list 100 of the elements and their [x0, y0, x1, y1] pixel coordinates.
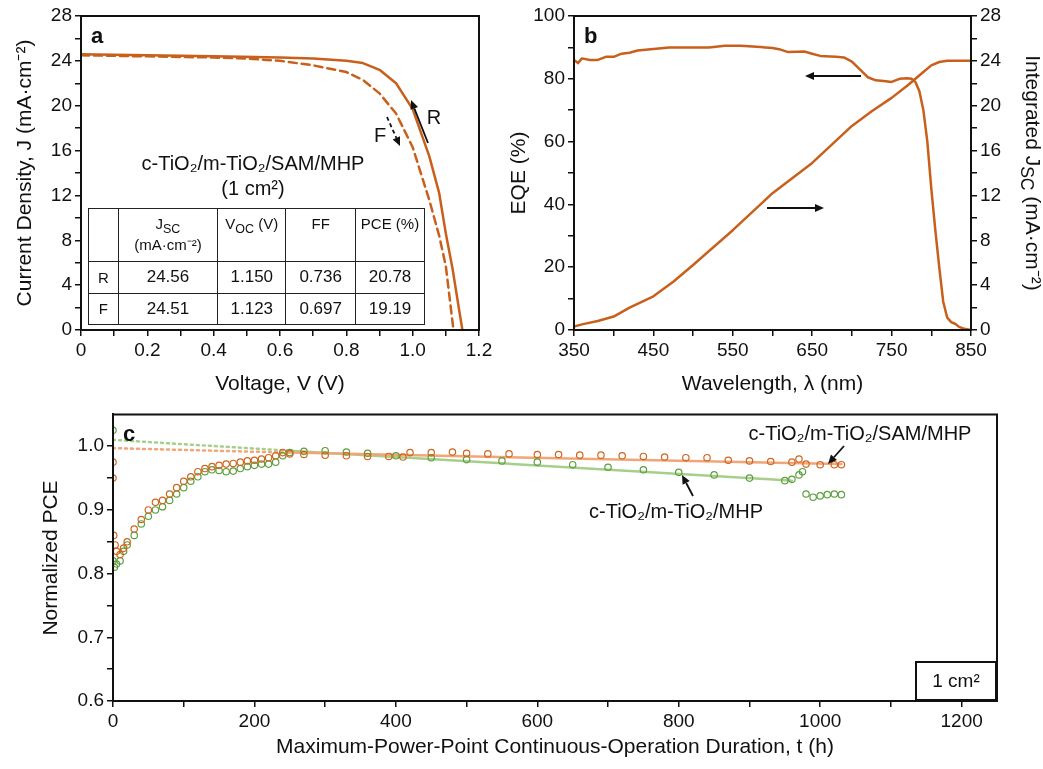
y-tick-label: 12: [50, 183, 72, 205]
point: [271, 458, 280, 466]
point: [674, 468, 683, 477]
point: [745, 474, 754, 482]
x-tick-label: 350: [558, 338, 590, 360]
point: [809, 493, 817, 501]
chart-title: a: [91, 23, 104, 49]
series-label: c-TiO₂/m-TiO₂/MHP: [588, 500, 764, 522]
x-tick-label: 0: [107, 709, 119, 731]
y2-tick-label: 4: [980, 273, 991, 295]
point: [788, 475, 796, 484]
y2-tick-label: 8: [980, 228, 991, 250]
series-label: c-TiO₂/m-TiO₂/SAM/MHP: [748, 422, 972, 444]
y-tick-label: 80: [543, 67, 565, 89]
chart-title: b: [584, 23, 598, 49]
y-tick-label: 0.7: [77, 625, 104, 647]
y-tick-label: 4: [61, 273, 73, 295]
annotation: 0.736: [285, 261, 356, 293]
point: [179, 483, 188, 492]
point: [795, 471, 803, 479]
y-tick-label: 1.0: [77, 434, 104, 456]
x-tick-label: 200: [238, 709, 271, 731]
y2-tick-label: 24: [980, 49, 1002, 71]
annotation: 24.56: [118, 261, 218, 293]
x-tick-label: 0.8: [333, 338, 360, 360]
y-tick-label: 0.8: [77, 561, 104, 583]
y-tick-label: 24: [50, 49, 73, 71]
point: [257, 460, 266, 468]
x-tick-label: 600: [521, 709, 554, 731]
annotation: 1 cm²: [915, 661, 997, 701]
annotation: 1.150: [217, 261, 286, 293]
point: [119, 547, 128, 556]
y-tick-label: 40: [543, 192, 565, 214]
point: [427, 453, 436, 462]
point: [498, 457, 506, 465]
y2-tick-label: 0: [980, 318, 991, 340]
point: [278, 452, 287, 460]
point: [830, 490, 839, 498]
point: [604, 463, 612, 472]
point: [151, 506, 160, 514]
point: [158, 502, 167, 511]
point: [137, 520, 146, 528]
point: [837, 490, 846, 499]
point: [710, 471, 718, 479]
annotation: V$_{OC}$ (V): [224, 215, 280, 237]
annotation: 0.697: [285, 293, 356, 325]
x-tick-label: 0.6: [266, 338, 294, 360]
y-tick-label: 16: [50, 138, 72, 160]
x-tick-label: 400: [380, 709, 412, 731]
annotation: c-TiO₂/m-TiO₂/SAM/MHP: [141, 152, 365, 174]
x-axis-title: Voltage, V (V): [215, 370, 345, 394]
point: [802, 490, 810, 498]
annotation: 20.78: [355, 261, 425, 293]
y-tick-label: 60: [543, 129, 565, 151]
y-tick-label: 0.9: [77, 498, 104, 520]
y2-tick-label: 28: [980, 4, 1002, 26]
x-tick-label: 1.0: [399, 338, 426, 360]
y-tick-label: 0: [554, 318, 565, 340]
chart-title: c: [123, 421, 136, 447]
annotation: PCE (%): [359, 215, 421, 233]
point: [568, 460, 577, 469]
x-tick-label: 0.2: [134, 338, 161, 360]
x-tick-label: 800: [662, 709, 695, 731]
x-tick-label: 0.4: [200, 338, 228, 360]
y-tick-label: 28: [50, 4, 72, 26]
x-tick-label: 1000: [799, 709, 842, 731]
point: [208, 466, 216, 474]
point: [130, 531, 139, 540]
point: [144, 512, 153, 521]
point: [113, 560, 121, 568]
series-label: R: [426, 106, 442, 128]
y-tick-label: 20: [543, 255, 565, 277]
y-axis-title: Current Density, J (mA·cm⁻²): [11, 39, 35, 307]
y2-tick-label: 20: [980, 93, 1002, 115]
x-tick-label: 1.2: [465, 338, 493, 360]
x-tick-label: 550: [716, 338, 749, 360]
annotation: 19.19: [355, 293, 425, 325]
point: [215, 466, 223, 475]
point: [236, 464, 245, 473]
x-tick-label: 450: [637, 338, 670, 360]
point: [194, 473, 202, 481]
series-label: F: [373, 124, 387, 146]
point: [165, 496, 174, 505]
x-tick-label: 850: [955, 338, 987, 360]
point: [243, 462, 252, 471]
annotation: 1.123: [217, 293, 286, 325]
point: [639, 466, 648, 474]
point: [823, 490, 832, 499]
y-tick-label: 0.6: [77, 689, 104, 711]
point: [533, 458, 542, 466]
y2-tick-label: 12: [980, 183, 1002, 205]
point: [229, 467, 238, 475]
annotation: FF: [310, 215, 331, 233]
point: [342, 448, 351, 456]
annotation: 24.51: [118, 293, 218, 325]
point: [781, 476, 789, 485]
y-tick-label: 20: [50, 93, 72, 115]
point: [264, 460, 273, 468]
annotation: J$_{SC}$ (mA·cm⁻²): [133, 215, 203, 254]
annotation: (1 cm²): [221, 177, 285, 199]
